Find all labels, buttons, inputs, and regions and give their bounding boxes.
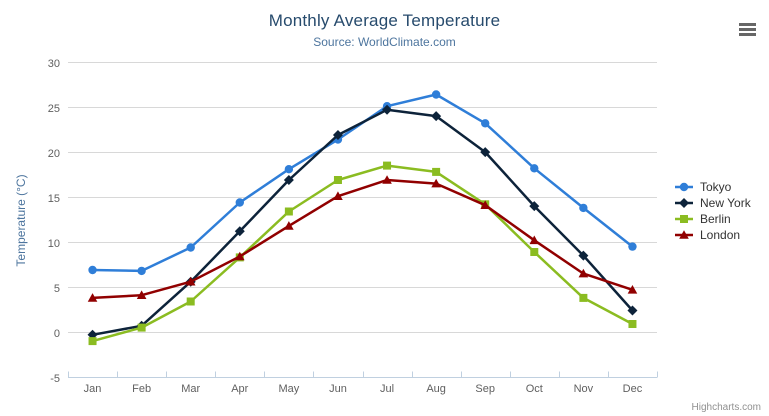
data-point-marker — [578, 250, 589, 261]
data-point-marker — [383, 161, 392, 170]
data-point-marker — [627, 305, 638, 316]
y-axis-title: Temperature (°C) — [14, 174, 28, 266]
data-point-marker — [283, 175, 294, 185]
legend-label: New York — [700, 195, 751, 210]
data-point-marker — [136, 290, 147, 299]
data-point-marker — [333, 191, 343, 200]
series-line — [91, 93, 634, 273]
x-axis-label: Oct — [526, 383, 543, 395]
x-axis-label: Aug — [426, 383, 446, 395]
y-axis-label: 20 — [48, 148, 60, 160]
data-point-marker — [137, 266, 146, 276]
y-axis-label: 25 — [48, 103, 60, 115]
data-point-marker — [680, 214, 688, 223]
legend-marker-triangle — [675, 229, 693, 239]
hamburger-icon — [739, 23, 756, 36]
x-axis-label: Apr — [231, 383, 248, 395]
x-axis-label: Jun — [329, 383, 347, 395]
data-point-marker — [333, 176, 342, 184]
hamburger-bar — [739, 23, 756, 26]
data-point-marker — [284, 207, 293, 216]
data-point-marker — [185, 276, 196, 286]
y-axis-label: 30 — [48, 58, 60, 70]
credits-link[interactable]: Highcharts.com — [691, 402, 761, 413]
hamburger-bar — [739, 28, 756, 31]
hamburger-bar — [739, 33, 756, 36]
legend-item-london[interactable]: London — [674, 227, 751, 242]
data-point-marker — [87, 293, 98, 302]
data-point-marker — [284, 221, 294, 230]
legend-marker-square — [675, 214, 693, 223]
data-point-marker — [530, 248, 539, 256]
data-point-marker — [578, 268, 589, 278]
legend-label: Tokyo — [700, 179, 732, 194]
legend-item-tokyo[interactable]: Tokyo — [674, 179, 751, 194]
legend-marker-diamond — [675, 197, 693, 208]
data-point-marker — [332, 130, 343, 140]
x-axis-label: Feb — [132, 383, 151, 395]
data-point-marker — [235, 198, 244, 207]
data-point-marker — [382, 175, 392, 184]
legend-item-new-york[interactable]: New York — [674, 195, 751, 210]
data-point-marker — [88, 265, 97, 275]
data-point-marker — [529, 201, 540, 212]
data-point-marker — [529, 235, 540, 245]
data-point-marker — [628, 320, 637, 328]
data-point-marker — [431, 178, 441, 188]
data-point-marker — [679, 182, 689, 191]
data-point-marker — [480, 200, 491, 209]
series-line — [91, 108, 634, 337]
y-axis-label: 15 — [48, 193, 60, 205]
series-new-york — [87, 104, 638, 340]
x-axis-label: Mar — [181, 383, 200, 395]
data-point-marker — [234, 226, 245, 237]
x-axis-label: May — [278, 383, 299, 395]
data-point-marker — [480, 147, 491, 158]
data-point-marker — [628, 242, 637, 251]
series-tokyo — [88, 90, 637, 276]
x-axis-label: Nov — [574, 383, 594, 395]
data-point-marker — [186, 243, 195, 252]
data-point-marker — [679, 197, 689, 208]
y-axis-label: 10 — [48, 238, 60, 250]
legend-label: Berlin — [700, 211, 731, 226]
y-axis-label: 5 — [54, 283, 60, 295]
data-point-marker — [186, 297, 195, 306]
data-point-marker — [382, 104, 393, 115]
series-line — [91, 178, 634, 300]
y-axis-label: -5 — [50, 373, 60, 385]
series-london — [87, 175, 638, 302]
data-point-marker — [679, 229, 689, 239]
x-axis-label: Jan — [84, 383, 102, 395]
chart-title: Monthly Average Temperature — [268, 11, 501, 30]
data-point-marker — [627, 285, 638, 294]
y-axis-label: 0 — [54, 328, 60, 340]
x-axis-label: Sep — [475, 383, 495, 395]
x-axis-label: Dec — [623, 383, 643, 395]
data-point-marker — [431, 111, 442, 122]
data-point-marker — [137, 323, 146, 332]
data-point-marker — [431, 90, 441, 99]
legend-label: London — [700, 227, 741, 242]
data-point-marker — [432, 167, 441, 176]
data-point-marker — [234, 251, 245, 261]
legend-marker-circle — [675, 182, 693, 191]
data-point-marker — [530, 164, 539, 173]
chart-subtitle: Source: WorldClimate.com — [313, 35, 456, 49]
data-point-marker — [579, 293, 588, 302]
context-menu-button[interactable] — [737, 21, 758, 38]
data-point-marker — [579, 203, 588, 213]
data-point-marker — [481, 119, 490, 128]
legend-item-berlin[interactable]: Berlin — [674, 211, 751, 226]
x-axis-label: Jul — [380, 383, 394, 395]
data-point-marker — [284, 165, 294, 174]
data-point-marker — [88, 337, 97, 346]
legend: Tokyo New York Berlin London — [674, 179, 751, 243]
series-line — [91, 164, 634, 343]
